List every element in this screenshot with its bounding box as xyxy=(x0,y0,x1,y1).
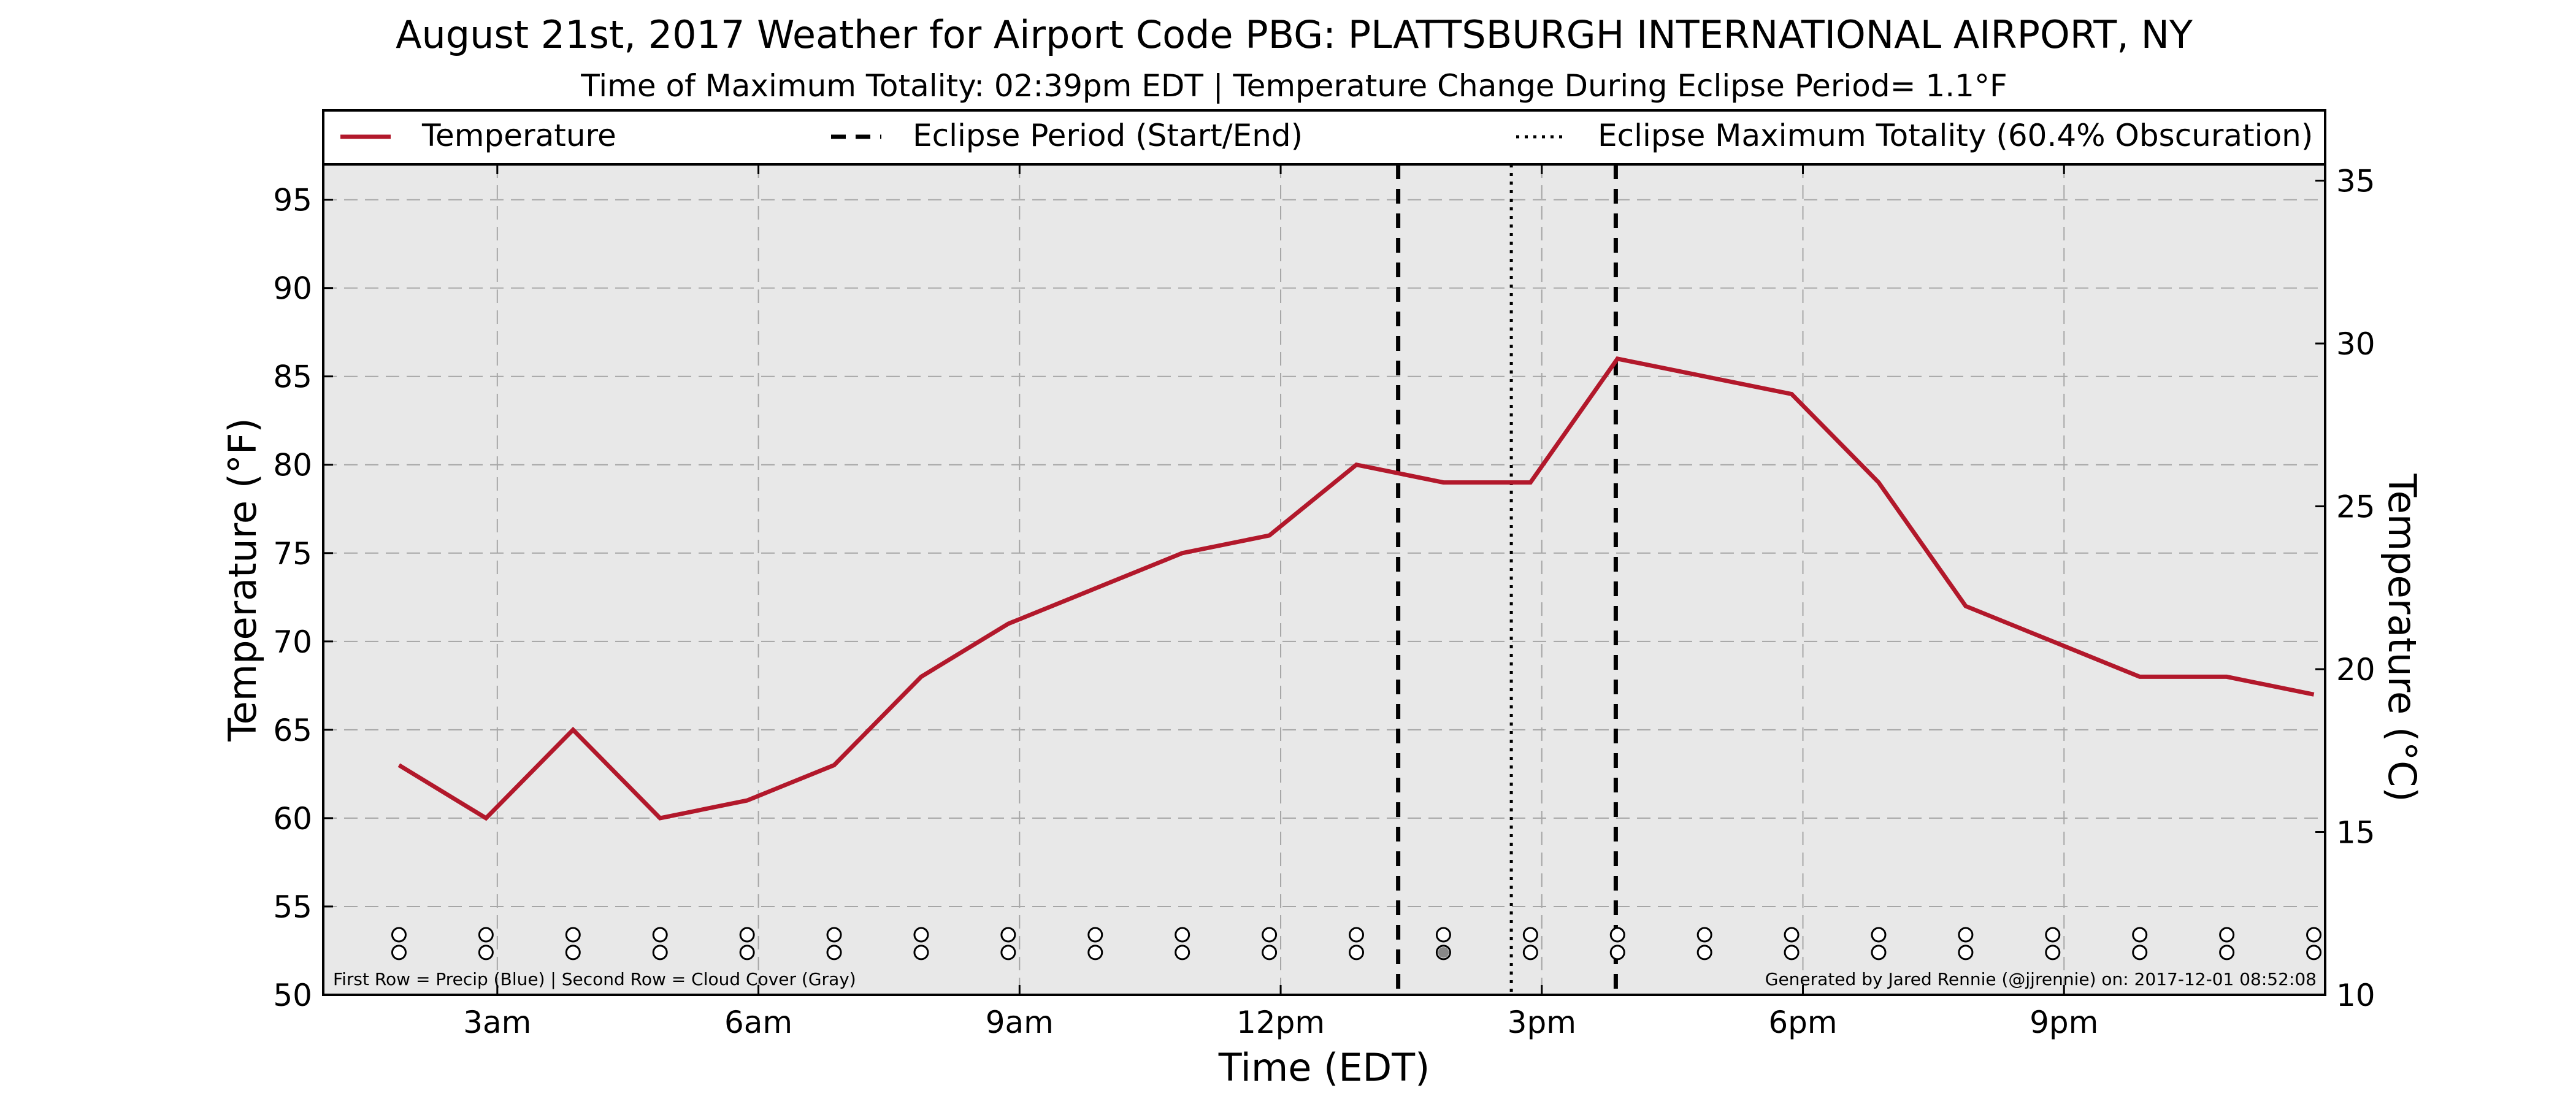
cloud-cover-marker xyxy=(1262,945,1278,960)
y-tick-label: 55 xyxy=(273,889,312,925)
legend-label-temperature: Temperature xyxy=(421,118,616,153)
precip-marker xyxy=(1784,927,1800,943)
y-tick-label-right: 35 xyxy=(2336,164,2375,199)
y-tick-label: 65 xyxy=(273,713,312,748)
precip-marker xyxy=(1958,927,1974,943)
eclipse-markers xyxy=(1396,164,1618,995)
precip-marker xyxy=(2132,927,2148,943)
y-tick-label: 70 xyxy=(273,624,312,660)
cloud-cover-marker xyxy=(1696,945,1712,960)
y-tick-label: 75 xyxy=(273,536,312,572)
cloud-cover-marker xyxy=(1349,945,1365,960)
precip-marker xyxy=(2306,927,2322,943)
x-tick-label: 6pm xyxy=(1768,1005,1837,1040)
chart-subtitle: Time of Maximum Totality: 02:39pm EDT | … xyxy=(580,68,2007,104)
plot-area xyxy=(323,164,2325,995)
chart-title: August 21st, 2017 Weather for Airport Co… xyxy=(396,12,2193,57)
precip-marker xyxy=(1609,927,1625,943)
y-tick-label: 85 xyxy=(273,359,312,395)
cloud-cover-marker xyxy=(478,945,494,960)
temperature-series xyxy=(397,356,2315,821)
x-tick-label: 3pm xyxy=(1508,1005,1576,1040)
temperature-line xyxy=(397,356,2315,821)
precip-marker xyxy=(1522,927,1538,943)
cloud-cover-marker xyxy=(1087,945,1103,960)
observation-markers xyxy=(391,927,2322,960)
cloud-cover-marker xyxy=(1958,945,1974,960)
precip-marker xyxy=(2219,927,2235,943)
note-left: First Row = Precip (Blue) | Second Row =… xyxy=(333,969,856,989)
legend-box xyxy=(322,109,2326,166)
y-tick-label-right: 10 xyxy=(2336,978,2375,1013)
precip-marker xyxy=(1000,927,1016,943)
y-tick-label: 90 xyxy=(273,271,312,307)
precip-marker xyxy=(391,927,407,943)
x-tick-label: 9am xyxy=(986,1005,1054,1040)
precip-marker xyxy=(1349,927,1365,943)
precip-marker xyxy=(565,927,581,943)
precip-marker xyxy=(2045,927,2061,943)
cloud-cover-marker xyxy=(826,945,842,960)
x-tick-label: 6am xyxy=(724,1005,792,1040)
precip-marker xyxy=(826,927,842,943)
legend: Temperature Eclipse Period (Start/End) E… xyxy=(322,109,2326,166)
precip-marker xyxy=(1871,927,1887,943)
x-axis-label: Time (EDT) xyxy=(1218,1045,1430,1090)
y-tick-label-right: 20 xyxy=(2336,652,2375,688)
axes: 3am 6am 9am 12pm 3pm 6pm 9pm 50 55 60 65 70 75 80 85 90… xyxy=(273,164,2375,1040)
y-tick-label-right: 25 xyxy=(2336,489,2375,525)
legend-label-eclipse-period: Eclipse Period (Start/End) xyxy=(913,118,1303,153)
cloud-cover-marker xyxy=(1609,945,1625,960)
cloud-cover-marker xyxy=(565,945,581,960)
cloud-cover-marker xyxy=(2306,945,2322,960)
legend-label-max-totality: Eclipse Maximum Totality (60.4% Obscurat… xyxy=(1598,118,2313,153)
cloud-cover-marker xyxy=(1000,945,1016,960)
cloud-cover-marker xyxy=(913,945,929,960)
precip-marker xyxy=(652,927,668,943)
cloud-cover-marker xyxy=(391,945,407,960)
note-right: Generated by Jared Rennie (@jjrennie) on… xyxy=(1765,969,2317,989)
y-tick-label-right: 15 xyxy=(2336,815,2375,851)
cloud-cover-marker xyxy=(1175,945,1190,960)
precip-marker xyxy=(1262,927,1278,943)
precip-marker xyxy=(739,927,755,943)
y-tick-label: 95 xyxy=(273,183,312,218)
y-tick-label: 60 xyxy=(273,801,312,837)
x-tick-label: 3am xyxy=(463,1005,531,1040)
cloud-cover-marker xyxy=(1784,945,1800,960)
cloud-cover-marker xyxy=(1871,945,1887,960)
cloud-cover-fill xyxy=(1438,947,1449,958)
cloud-cover-marker xyxy=(1522,945,1538,960)
precip-marker xyxy=(1696,927,1712,943)
precip-marker xyxy=(1087,927,1103,943)
precip-marker xyxy=(1435,927,1451,943)
y-axis-label-right: Temperature (°C) xyxy=(2380,473,2425,802)
y-tick-label: 80 xyxy=(273,448,312,483)
x-tick-label: 12pm xyxy=(1236,1005,1325,1040)
cloud-cover-marker xyxy=(652,945,668,960)
precip-marker xyxy=(1175,927,1190,943)
precip-marker xyxy=(478,927,494,943)
cloud-cover-marker xyxy=(2045,945,2061,960)
y-axis-label: Temperature (°F) xyxy=(220,418,265,742)
cloud-cover-marker xyxy=(739,945,755,960)
cloud-cover-marker xyxy=(2219,945,2235,960)
x-tick-label: 9pm xyxy=(2030,1005,2098,1040)
cloud-cover-marker xyxy=(2132,945,2148,960)
precip-marker xyxy=(913,927,929,943)
y-tick-label-right: 30 xyxy=(2336,326,2375,362)
y-tick-label: 50 xyxy=(273,978,312,1013)
